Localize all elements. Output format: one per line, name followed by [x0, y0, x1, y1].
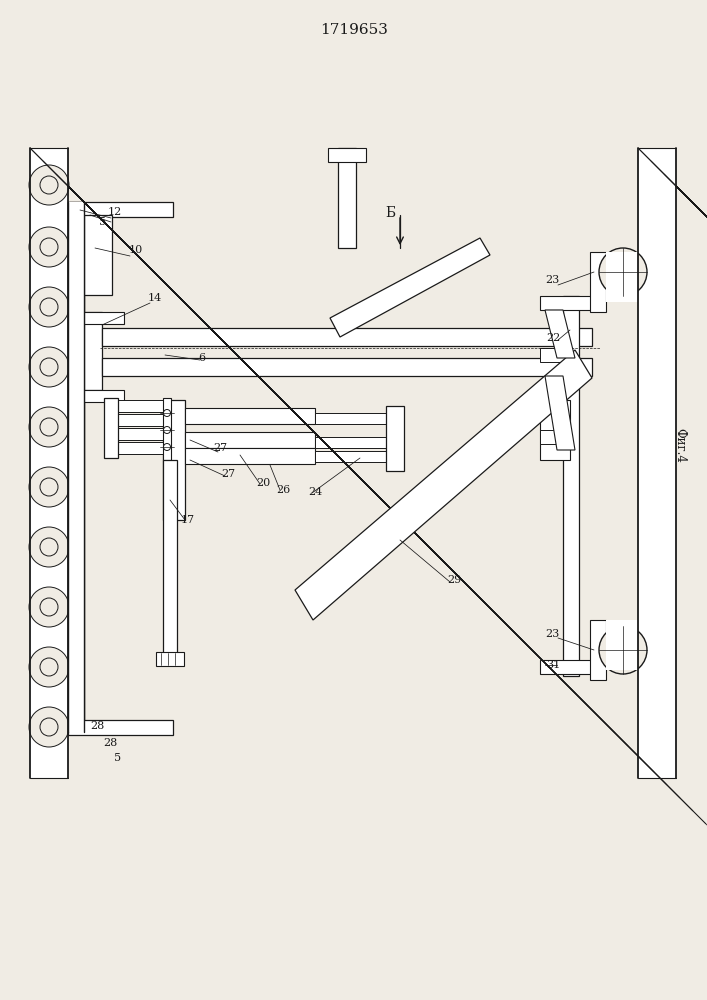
Circle shape	[612, 261, 634, 283]
Bar	[102, 358, 592, 376]
Text: 23: 23	[545, 275, 559, 285]
Bar	[315, 437, 390, 448]
Bar	[540, 660, 602, 674]
Bar	[68, 202, 84, 732]
Text: 6: 6	[199, 353, 206, 363]
Circle shape	[29, 287, 69, 327]
Bar	[104, 428, 169, 440]
Circle shape	[29, 707, 69, 747]
Bar	[540, 296, 602, 310]
Circle shape	[599, 248, 647, 296]
Text: 24: 24	[308, 487, 322, 497]
Circle shape	[40, 478, 58, 496]
Circle shape	[40, 238, 58, 256]
Bar	[156, 652, 184, 666]
Bar	[163, 400, 185, 520]
Bar	[185, 448, 315, 464]
Text: 1719653: 1719653	[320, 23, 388, 37]
Bar	[540, 430, 568, 444]
Circle shape	[29, 527, 69, 567]
Text: 14: 14	[148, 293, 162, 303]
Text: 29: 29	[447, 575, 461, 585]
Circle shape	[612, 639, 634, 661]
Bar	[338, 148, 356, 248]
Bar	[68, 202, 84, 732]
Bar	[163, 460, 177, 660]
Bar	[185, 432, 315, 448]
Circle shape	[40, 538, 58, 556]
Bar	[84, 312, 102, 390]
Bar	[78, 215, 84, 295]
Text: 31: 31	[546, 660, 560, 670]
Circle shape	[40, 418, 58, 436]
Circle shape	[40, 298, 58, 316]
Text: 28: 28	[90, 721, 104, 731]
Bar	[540, 348, 568, 362]
Bar	[68, 720, 173, 735]
Text: 27: 27	[213, 443, 227, 453]
Text: 17: 17	[181, 515, 195, 525]
Bar	[563, 296, 579, 676]
Bar	[30, 148, 68, 778]
Circle shape	[599, 626, 647, 674]
Bar	[84, 390, 124, 402]
Circle shape	[29, 647, 69, 687]
Polygon shape	[545, 376, 575, 450]
Circle shape	[29, 227, 69, 267]
Bar	[590, 620, 606, 680]
Text: 28: 28	[103, 738, 117, 748]
Bar	[84, 215, 112, 295]
Circle shape	[40, 598, 58, 616]
Bar	[315, 451, 390, 462]
Bar	[102, 328, 592, 346]
Text: 27: 27	[221, 469, 235, 479]
Circle shape	[29, 347, 69, 387]
Bar	[540, 400, 570, 460]
Text: 22: 22	[546, 333, 560, 343]
Polygon shape	[330, 238, 490, 337]
Bar	[68, 202, 173, 217]
Bar	[104, 400, 169, 412]
Bar	[638, 148, 676, 778]
Bar	[104, 414, 169, 426]
Circle shape	[40, 176, 58, 194]
Circle shape	[40, 658, 58, 676]
Text: Фиг.4: Фиг.4	[674, 428, 686, 462]
Circle shape	[163, 410, 170, 416]
Bar	[315, 413, 390, 424]
Bar	[104, 398, 118, 458]
Bar	[68, 202, 76, 217]
Text: 5: 5	[100, 217, 107, 227]
Polygon shape	[545, 310, 575, 358]
Bar	[328, 148, 366, 162]
Bar	[84, 312, 124, 324]
Text: 10: 10	[129, 245, 143, 255]
Text: 5: 5	[115, 753, 122, 763]
Circle shape	[29, 165, 69, 205]
Bar	[386, 406, 404, 471]
Circle shape	[29, 587, 69, 627]
Bar	[606, 252, 638, 302]
Circle shape	[163, 426, 170, 434]
Text: 12: 12	[108, 207, 122, 217]
Text: 23: 23	[545, 629, 559, 639]
Text: 20: 20	[256, 478, 270, 488]
Circle shape	[40, 718, 58, 736]
Bar	[185, 408, 315, 424]
Circle shape	[163, 444, 170, 450]
Text: Б: Б	[385, 206, 395, 220]
Circle shape	[29, 407, 69, 447]
Circle shape	[29, 467, 69, 507]
Bar	[606, 620, 638, 670]
Bar	[590, 252, 606, 312]
Circle shape	[40, 358, 58, 376]
Bar	[104, 442, 169, 454]
Polygon shape	[295, 350, 592, 620]
Text: 26: 26	[276, 485, 290, 495]
Bar	[163, 398, 171, 460]
